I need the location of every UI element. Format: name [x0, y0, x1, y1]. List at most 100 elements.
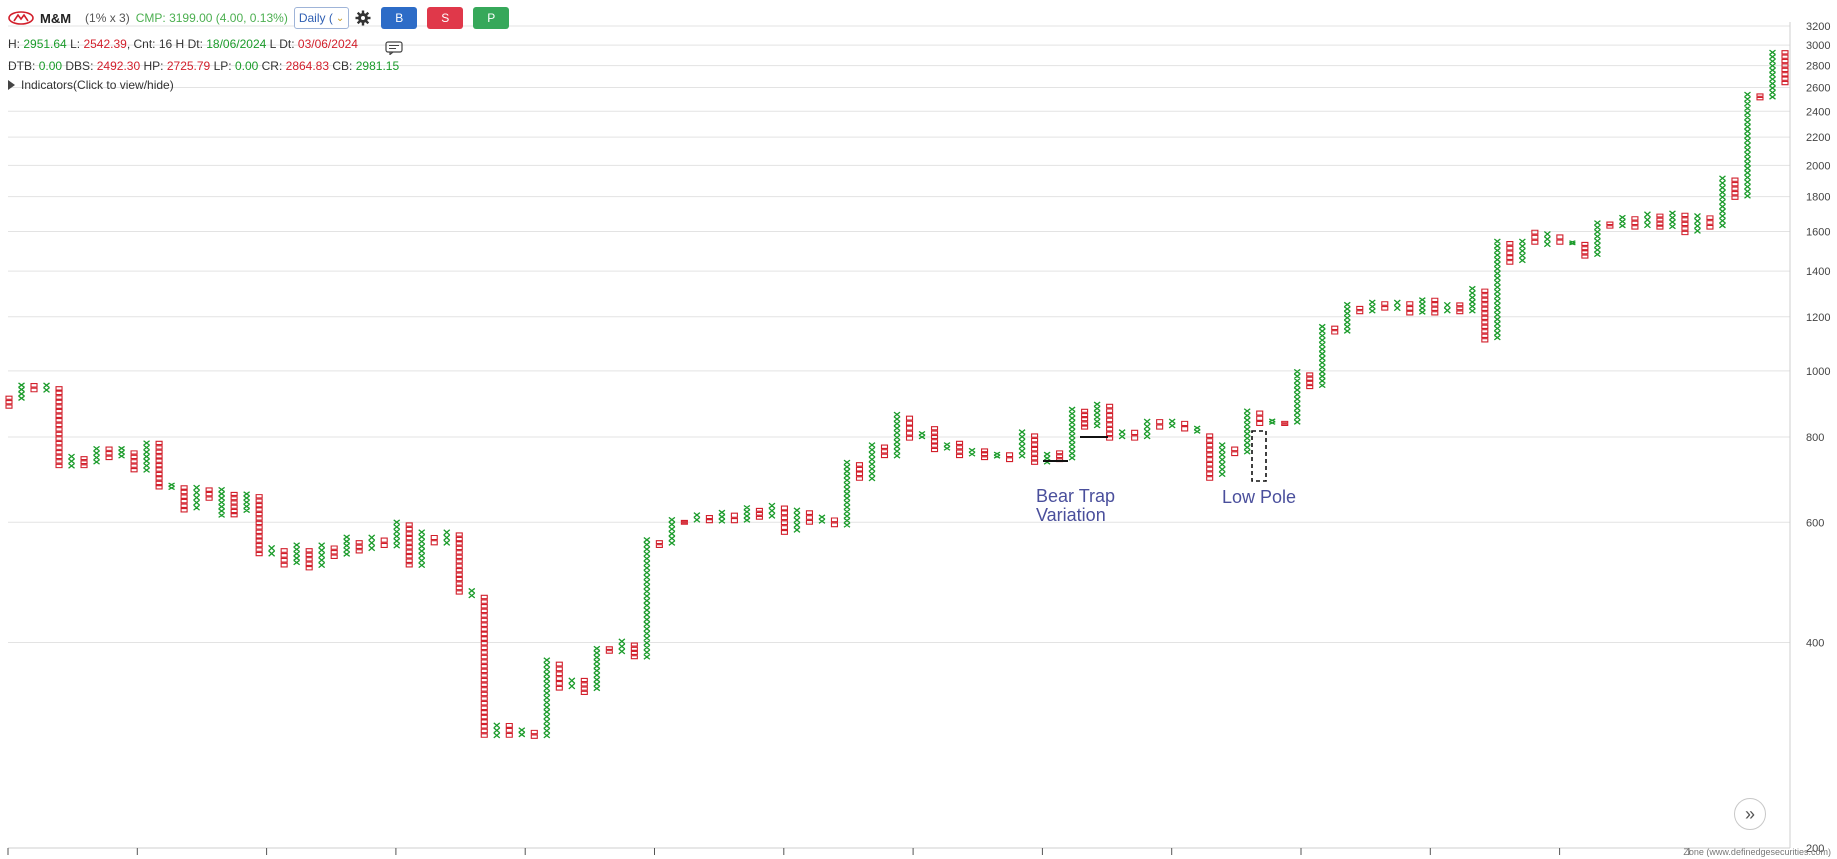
- pnf-column-46-o: [580, 677, 588, 696]
- pnf-column-27-x: [343, 534, 351, 557]
- pnf-column-29-x: [368, 534, 376, 552]
- y-tick-label-800: 800: [1806, 432, 1824, 444]
- pnf-column-53-x: [668, 516, 676, 546]
- pnf-column-35-x: [443, 529, 451, 546]
- y-tick-label-1600: 1600: [1806, 227, 1830, 239]
- pnf-column-138-o: [1731, 177, 1739, 200]
- pnf-column-52-o: [655, 540, 663, 549]
- pnf-column-22-o: [280, 548, 288, 568]
- pnf-column-136-o: [1706, 215, 1714, 230]
- pnf-column-48-o: [605, 646, 613, 654]
- pnf-column-120-o: [1506, 240, 1514, 265]
- pnf-column-132-o: [1656, 213, 1664, 230]
- pnf-column-95-x: [1193, 425, 1201, 434]
- dt-value: 18/06/2024: [206, 37, 267, 51]
- pnf-column-79-x: [993, 451, 1001, 459]
- pnf-column-11-x: [143, 440, 150, 473]
- pnf-column-42-o: [530, 729, 538, 739]
- pnf-column-32-o: [405, 522, 413, 568]
- pnf-column-92-o: [1156, 419, 1164, 430]
- lp-value: 0.00: [234, 59, 259, 73]
- pnf-column-64-o: [805, 510, 814, 525]
- pnf-column-86-o: [1081, 408, 1089, 430]
- indicators-label: Indicators(Click to view/hide): [21, 78, 174, 92]
- pnf-column-109-x: [1368, 299, 1376, 314]
- pnf-column-49-x: [618, 638, 626, 655]
- buy-button[interactable]: B: [381, 7, 418, 29]
- pnf-column-23-x: [293, 542, 301, 566]
- pnf-column-50-o: [630, 642, 638, 660]
- pnf-column-72-o: [905, 415, 914, 441]
- pnf-column-128-o: [1606, 221, 1614, 229]
- pnf-column-99-x: [1243, 408, 1251, 455]
- pnf-column-124-o: [1556, 234, 1564, 245]
- pnf-column-80-o: [1006, 452, 1014, 463]
- pnf-column-130-o: [1631, 216, 1639, 230]
- pnf-column-126-o: [1581, 241, 1589, 259]
- pnf-column-85-x: [1068, 406, 1076, 461]
- y-tick-label-400: 400: [1806, 638, 1824, 650]
- pnf-column-111-x: [1393, 299, 1401, 312]
- pnf-column-87-x: [1093, 401, 1101, 429]
- pnf-column-20-o: [255, 494, 263, 557]
- cnt-label: , Cnt:: [126, 37, 156, 51]
- sell-button[interactable]: S: [427, 7, 464, 29]
- pnf-column-60-o: [755, 507, 763, 520]
- double-chevron-right-icon[interactable]: »: [1734, 798, 1766, 830]
- pnf-column-51-x: [643, 536, 651, 660]
- pnf-column-25-x: [318, 542, 326, 569]
- cnt-value: 16 H: [158, 37, 185, 51]
- timeframe-select[interactable]: Daily ( ⌄: [293, 7, 350, 29]
- pnf-column-73-x: [918, 430, 926, 440]
- pnf-column-58-o: [730, 512, 738, 524]
- pnf-column-61-x: [768, 502, 776, 519]
- pnf-column-137-x: [1719, 175, 1726, 229]
- pnf-column-1-x: [18, 382, 25, 401]
- y-tick-label-200: 200: [1806, 843, 1824, 855]
- dtb-label: DTB:: [8, 59, 36, 73]
- annotation-markers: [1043, 430, 1267, 482]
- pnf-column-65-x: [818, 514, 826, 524]
- cb-value: 2981.15: [355, 59, 400, 73]
- pnf-column-101-x: [1268, 418, 1276, 425]
- y-tick-label-1400: 1400: [1806, 266, 1830, 278]
- pnf-column-123-x: [1543, 231, 1551, 248]
- y-tick-label-2800: 2800: [1806, 61, 1830, 73]
- y-tick-label-1200: 1200: [1806, 312, 1830, 324]
- pnf-column-7-x: [93, 445, 100, 465]
- pnf-column-17-x: [218, 486, 225, 518]
- pnf-column-56-o: [705, 515, 713, 524]
- pnf-column-62-o: [780, 505, 788, 535]
- pnf-column-103-x: [1293, 368, 1301, 425]
- indicators-toggle[interactable]: Indicators(Click to view/hide): [8, 78, 174, 92]
- timeframe-value: Daily (: [298, 11, 333, 25]
- pnf-column-67-x: [843, 459, 851, 528]
- annotation-low-pole: Low Pole: [1222, 487, 1296, 507]
- p-button[interactable]: P: [473, 7, 510, 29]
- y-tick-label-600: 600: [1806, 517, 1824, 529]
- stats-row-2: DTB: 0.00 DBS: 2492.30 HP: 2725.79 LP: 0…: [8, 59, 399, 73]
- dbs-value: 2492.30: [96, 59, 141, 73]
- low-pole-marker: [1251, 430, 1267, 482]
- grid-lines: [8, 25, 1790, 849]
- ldt-label: L Dt:: [269, 37, 295, 51]
- pnf-column-119-x: [1493, 238, 1501, 341]
- pnf-column-113-x: [1418, 297, 1426, 315]
- pnf-column-38-o: [480, 594, 488, 738]
- pnf-column-31-x: [393, 519, 401, 549]
- pnf-column-91-x: [1143, 418, 1151, 440]
- y-tick-label-2400: 2400: [1806, 106, 1830, 118]
- y-tick-label-2200: 2200: [1806, 132, 1830, 144]
- comment-icon[interactable]: [385, 41, 403, 55]
- pnf-column-116-o: [1456, 302, 1464, 315]
- hp-label: HP:: [143, 59, 164, 73]
- pnf-column-54-o: [680, 519, 688, 525]
- pnf-column-76-o: [955, 440, 964, 459]
- y-tick-label-2600: 2600: [1806, 83, 1830, 95]
- gear-icon[interactable]: [355, 10, 371, 26]
- y-tick-label-3200: 3200: [1806, 21, 1830, 33]
- pnf-column-110-o: [1381, 301, 1389, 311]
- pnf-column-117-x: [1468, 285, 1476, 314]
- y-tick-label-1000: 1000: [1806, 366, 1830, 378]
